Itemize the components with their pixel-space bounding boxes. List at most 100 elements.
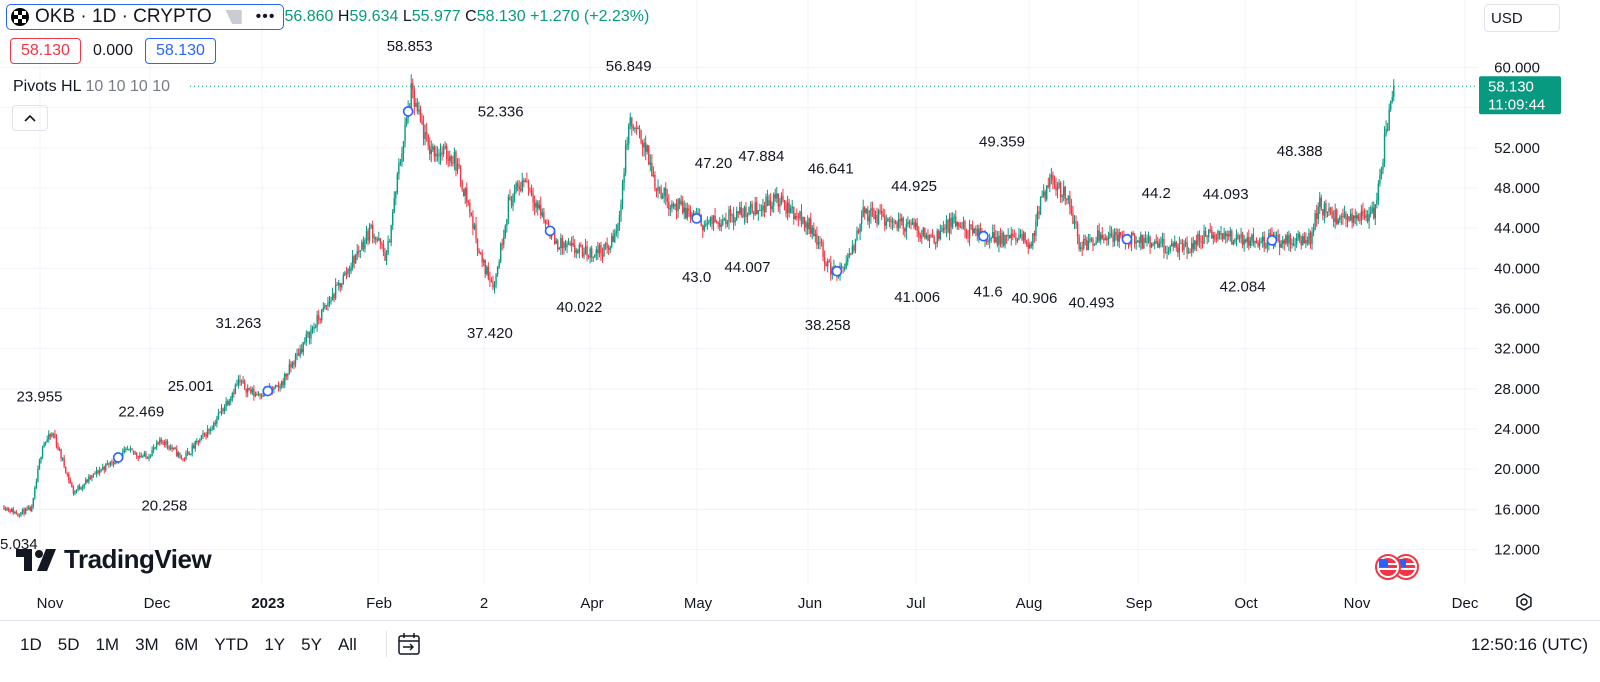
candle: [942, 220, 945, 234]
change-value: +1.270 (+2.23%): [530, 8, 650, 25]
indicator-legend[interactable]: Pivots HL 10 10 10 10: [13, 78, 170, 96]
collapse-legend-button[interactable]: [12, 105, 48, 131]
candle: [479, 251, 482, 255]
candle: [254, 391, 257, 398]
candle: [1120, 231, 1122, 239]
time-range-buttons: 1D 5D 1M 3M 6M YTD 1Y 5Y All: [12, 635, 365, 655]
candle: [1325, 199, 1327, 219]
candle: [931, 228, 934, 238]
us-flag-icon[interactable]: [1393, 554, 1419, 580]
candle: [233, 388, 235, 398]
candle: [392, 209, 394, 231]
economic-events[interactable]: [1372, 552, 1422, 587]
session-marker[interactable]: [1121, 233, 1133, 245]
candle: [429, 137, 431, 161]
candle: [1140, 231, 1142, 251]
candle: [251, 386, 254, 396]
candle: [1035, 214, 1037, 242]
candle: [1249, 236, 1252, 249]
candle: [631, 117, 633, 136]
candle: [541, 208, 544, 218]
candle: [1215, 233, 1218, 243]
candle: [490, 276, 493, 283]
candle: [842, 266, 844, 274]
candle: [487, 262, 490, 281]
candle: [290, 360, 292, 373]
flag-icon[interactable]: [225, 10, 242, 24]
candle: [1234, 238, 1236, 245]
candle: [282, 377, 284, 389]
session-marker[interactable]: [831, 265, 843, 277]
candle: [1084, 234, 1086, 246]
candle: [1019, 229, 1022, 239]
range-3m[interactable]: 3M: [135, 635, 159, 654]
symbol-box[interactable]: OKB · 1D · CRYPTO •••: [6, 4, 285, 30]
candle: [995, 230, 997, 244]
candle: [555, 237, 557, 244]
gear-icon[interactable]: [1514, 592, 1534, 617]
more-dots-icon[interactable]: •••: [255, 8, 276, 25]
candle: [803, 216, 806, 232]
candle: [421, 113, 423, 126]
candle: [259, 392, 261, 400]
price-axis[interactable]: 60.000 52.000 48.000 44.000 40.000 36.000 32.0…: [1494, 60, 1540, 559]
candle: [435, 145, 437, 162]
candle: [1160, 236, 1162, 248]
candle: [481, 249, 483, 268]
candle: [529, 187, 531, 193]
range-1m[interactable]: 1M: [95, 635, 120, 654]
session-marker[interactable]: [1266, 235, 1278, 246]
candle: [58, 447, 61, 452]
range-1d[interactable]: 1D: [20, 635, 42, 654]
range-1y[interactable]: 1Y: [264, 635, 286, 654]
candle: [1220, 225, 1222, 240]
candle: [578, 242, 581, 259]
candle: [95, 466, 98, 478]
candle: [902, 216, 904, 236]
candle: [1055, 177, 1057, 196]
candle: [620, 199, 622, 222]
date-range-icon[interactable]: [396, 631, 422, 662]
candle: [257, 391, 260, 397]
candle: [655, 187, 658, 198]
candle: [717, 220, 719, 229]
buy-price-button[interactable]: 58.130: [144, 38, 216, 64]
candle: [783, 200, 786, 211]
session-marker[interactable]: [978, 230, 989, 242]
us-flag-icon[interactable]: [1375, 554, 1401, 580]
candle: [168, 445, 170, 451]
candle: [1379, 168, 1381, 187]
candle: [43, 441, 45, 448]
candle: [1245, 238, 1247, 244]
pivot-low-label: 40.493: [1069, 294, 1115, 311]
currency-select[interactable]: USD: [1484, 4, 1560, 32]
candle: [746, 212, 749, 224]
candle: [63, 454, 65, 469]
candle: [607, 244, 610, 255]
session-marker[interactable]: [691, 213, 702, 224]
utc-clock[interactable]: 12:50:16 (UTC): [1470, 635, 1588, 654]
session-marker[interactable]: [112, 452, 124, 463]
candle: [951, 212, 954, 230]
candle: [317, 309, 320, 325]
candle: [1002, 231, 1005, 248]
candle: [12, 506, 14, 515]
session-marker[interactable]: [262, 385, 274, 397]
candle: [1326, 211, 1329, 218]
range-5d[interactable]: 5D: [57, 635, 80, 654]
range-6m[interactable]: 6M: [174, 635, 199, 654]
candle: [197, 440, 200, 447]
time-axis[interactable]: Nov Dec 2023 Feb 2 Apr May Jun Jul Aug Sep Oct Nov De…: [37, 595, 1479, 612]
low-key: L: [402, 8, 412, 25]
sell-price-button[interactable]: 58.130: [10, 38, 81, 64]
candle: [1248, 229, 1250, 251]
session-marker[interactable]: [402, 106, 414, 117]
candle: [908, 219, 911, 229]
candle: [57, 442, 59, 451]
range-all[interactable]: All: [337, 635, 357, 654]
candle: [1069, 190, 1071, 215]
range-5y[interactable]: 5Y: [301, 635, 322, 654]
range-ytd[interactable]: YTD: [214, 635, 249, 654]
session-marker[interactable]: [544, 225, 556, 237]
